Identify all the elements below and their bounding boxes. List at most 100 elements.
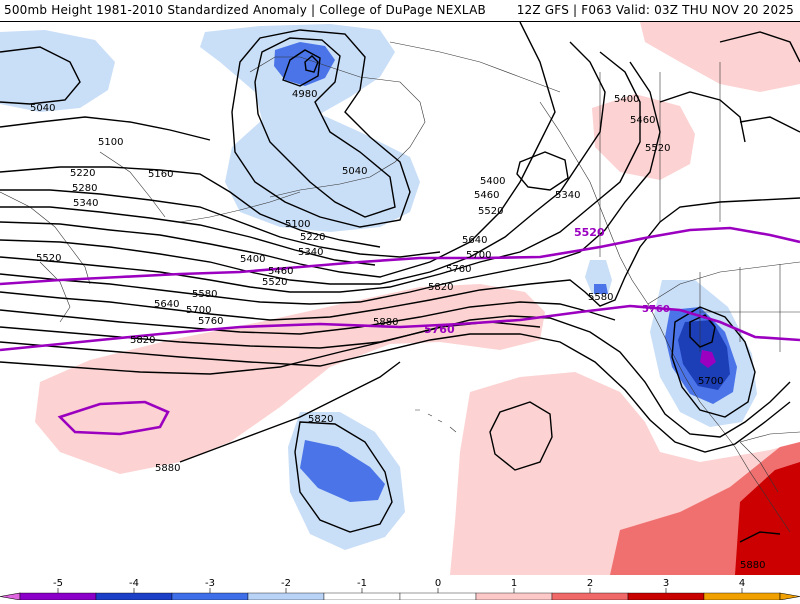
anomaly-aleutian-low-light xyxy=(200,24,420,232)
contour-ne-lows xyxy=(719,31,800,133)
asia-coast xyxy=(0,191,91,285)
colorbar-tick-label: -4 xyxy=(129,578,139,589)
baja-coast xyxy=(734,446,791,533)
contour-label: 4980 xyxy=(292,89,317,100)
contour-5640 xyxy=(0,301,616,335)
contour-5700-trough xyxy=(671,306,756,418)
us-canada-border xyxy=(647,261,800,305)
contour-5340-closed xyxy=(516,151,569,191)
colorbar-tick-label: -2 xyxy=(281,578,291,589)
anomaly-hudson-ridge xyxy=(640,22,800,92)
contour-label: 5340 xyxy=(555,190,580,201)
map-svg: 4980 5040 5040 5100 5100 5160 5220 5220 … xyxy=(0,22,800,575)
contour-label: 5520 xyxy=(262,277,287,288)
contour-label: 5460 xyxy=(268,266,293,277)
arctic-coast xyxy=(389,41,561,93)
contour-4980-inner xyxy=(304,55,319,73)
us-mexico-border xyxy=(739,431,800,443)
contour-5040-nw xyxy=(0,46,81,105)
contour-label: 5520 xyxy=(36,253,61,264)
anomaly-pacific-cutoff-mid xyxy=(300,440,385,502)
contour-label: 5580 xyxy=(588,292,613,303)
run-info: 12Z GFS | F063 Valid: 03Z THU NOV 20 202… xyxy=(516,3,794,17)
colorbar-tick-label: -5 xyxy=(53,578,63,589)
contour-label: 5820 xyxy=(130,335,155,346)
contour-label: 5760 xyxy=(198,316,223,327)
contour-label: 5040 xyxy=(342,166,367,177)
highlight-5760-loop xyxy=(57,400,170,436)
contour-label: 5280 xyxy=(72,183,97,194)
contour-5040-aleutian xyxy=(254,37,396,218)
colorbar-tick-label: 1 xyxy=(511,578,517,589)
contour-label: 5460 xyxy=(630,115,655,126)
contour-5580 xyxy=(0,197,800,321)
colorbar-tick-label: 0 xyxy=(435,578,441,589)
colorbar-segment xyxy=(323,592,401,601)
alaska-coast xyxy=(249,56,426,198)
contour-5400 xyxy=(0,41,606,285)
japan-islands xyxy=(39,261,71,323)
colorbar-segment xyxy=(171,592,249,601)
contour-5700 xyxy=(0,315,791,438)
colorbar-arrow-right xyxy=(779,592,800,601)
contour-5100-aleutian xyxy=(231,29,411,228)
anomaly-aleutian-low-mid xyxy=(274,42,335,86)
contour-label: 5040 xyxy=(30,103,55,114)
contour-wc-closed xyxy=(689,314,716,348)
contour-label: 5820 xyxy=(308,414,333,425)
contour-label: 5820 xyxy=(428,282,453,293)
contour-label: 5400 xyxy=(480,176,505,187)
colorbar-tick-label: -1 xyxy=(357,578,367,589)
colorbar-arrow-left xyxy=(0,592,21,601)
anomaly-wc-trough-core xyxy=(700,350,716,368)
contour-5100-west xyxy=(0,116,211,141)
contour-label: 5160 xyxy=(148,169,173,180)
contour-label: 5760 xyxy=(446,264,471,275)
contour-5340 xyxy=(0,22,556,278)
colorbar-segment xyxy=(19,592,97,601)
colorbar-tick-label: 2 xyxy=(587,578,593,589)
anomaly-colorbar: -5-4-3-2-1012345 xyxy=(0,575,800,601)
anomaly-nw-canada-ridge xyxy=(592,94,695,180)
contour-5460 xyxy=(0,51,641,293)
colorbar-segment xyxy=(475,592,553,601)
colorbar-tick-label: 4 xyxy=(739,578,745,589)
anomaly-bc-coast-mid xyxy=(594,284,608,294)
colorbar-svg: -5-4-3-2-1012345 xyxy=(0,578,800,601)
contour-label: 5400 xyxy=(240,254,265,265)
contour-5280 xyxy=(0,206,376,266)
contour-label: 5460 xyxy=(474,190,499,201)
colorbar-segment xyxy=(399,592,477,601)
header-bar: 500mb Height 1981-2010 Standardized Anom… xyxy=(0,0,800,22)
contour-4980 xyxy=(282,49,321,87)
hawaii-islands xyxy=(415,409,457,433)
highlight-contours xyxy=(0,226,800,436)
colorbar-tick-label: -3 xyxy=(205,578,215,589)
contour-label: 5700 xyxy=(698,376,723,387)
coastlines xyxy=(0,41,800,533)
kamchatka-coast xyxy=(99,151,166,218)
colorbar-segment xyxy=(627,592,705,601)
colorbar-segment xyxy=(551,592,629,601)
contour-5760 xyxy=(0,333,791,453)
contour-label: 5880 xyxy=(373,317,398,328)
highlight-5760 xyxy=(0,304,800,352)
contour-5400-east xyxy=(659,91,746,143)
colorbar-segment xyxy=(95,592,173,601)
contour-label: 5100 xyxy=(285,219,310,230)
weather-map[interactable]: 4980 5040 5040 5100 5100 5160 5220 5220 … xyxy=(0,22,800,575)
contour-label: 5880 xyxy=(155,463,180,474)
contour-label: 5100 xyxy=(98,137,123,148)
contour-label: 5400 xyxy=(614,94,639,105)
colorbar-segment xyxy=(247,592,325,601)
contour-label: 5580 xyxy=(192,289,217,300)
highlight-label-5760: 5760 xyxy=(424,323,455,336)
contour-label: 5700 xyxy=(466,250,491,261)
contour-label: 5520 xyxy=(645,143,670,154)
interior-state-lines xyxy=(699,264,800,352)
negative-anomalies xyxy=(0,24,757,550)
contour-label: 5340 xyxy=(298,247,323,258)
colorbar-tick-label: 3 xyxy=(663,578,669,589)
contour-5820-cutoff xyxy=(294,421,393,533)
highlight-label-5520: 5520 xyxy=(574,226,605,239)
